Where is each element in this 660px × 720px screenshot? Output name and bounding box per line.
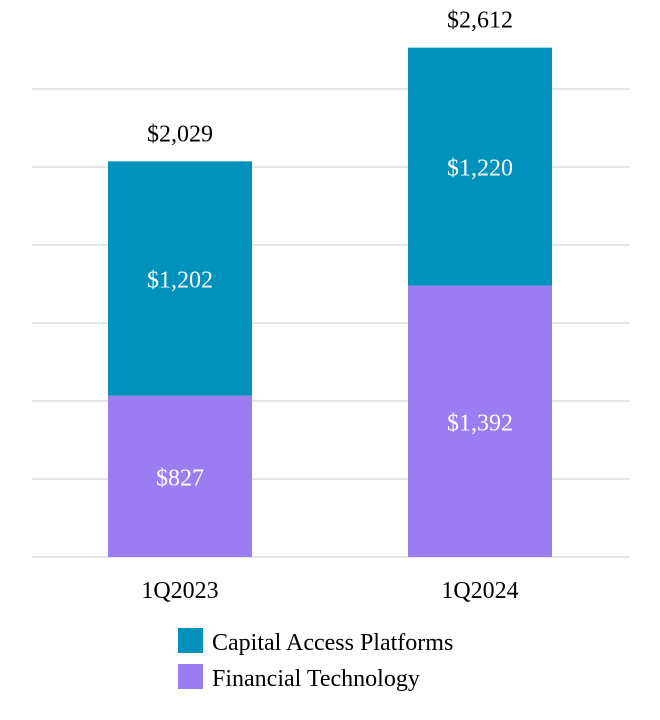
- legend-label-capital-access-platforms: Capital Access Platforms: [212, 630, 453, 656]
- data-label: $1,220: [447, 156, 513, 182]
- x-tick-label: 1Q2023: [141, 578, 218, 604]
- total-label: $2,029: [147, 121, 213, 147]
- legend: Capital Access Platforms Financial Techn…: [178, 628, 453, 692]
- data-label: $1,392: [447, 410, 513, 436]
- legend-swatch-financial-technology: [178, 664, 203, 689]
- legend-swatch-capital-access-platforms: [178, 628, 203, 653]
- data-label: $827: [156, 465, 204, 491]
- bar-segment-capital-access-platforms: [108, 161, 252, 396]
- data-label: $1,202: [147, 268, 213, 294]
- labels: $827 $1,202 $2,029 1Q2023 $1,392 $1,220 $2,612…: [141, 8, 518, 604]
- bar-segment-financial-technology: [408, 285, 552, 557]
- total-label: $2,612: [447, 8, 513, 34]
- legend-label-financial-technology: Financial Technology: [212, 666, 420, 692]
- x-tick-label: 1Q2024: [441, 578, 518, 604]
- bar-segment-financial-technology: [108, 395, 252, 557]
- bar-segment-capital-access-platforms: [408, 47, 552, 286]
- bars: [108, 47, 552, 557]
